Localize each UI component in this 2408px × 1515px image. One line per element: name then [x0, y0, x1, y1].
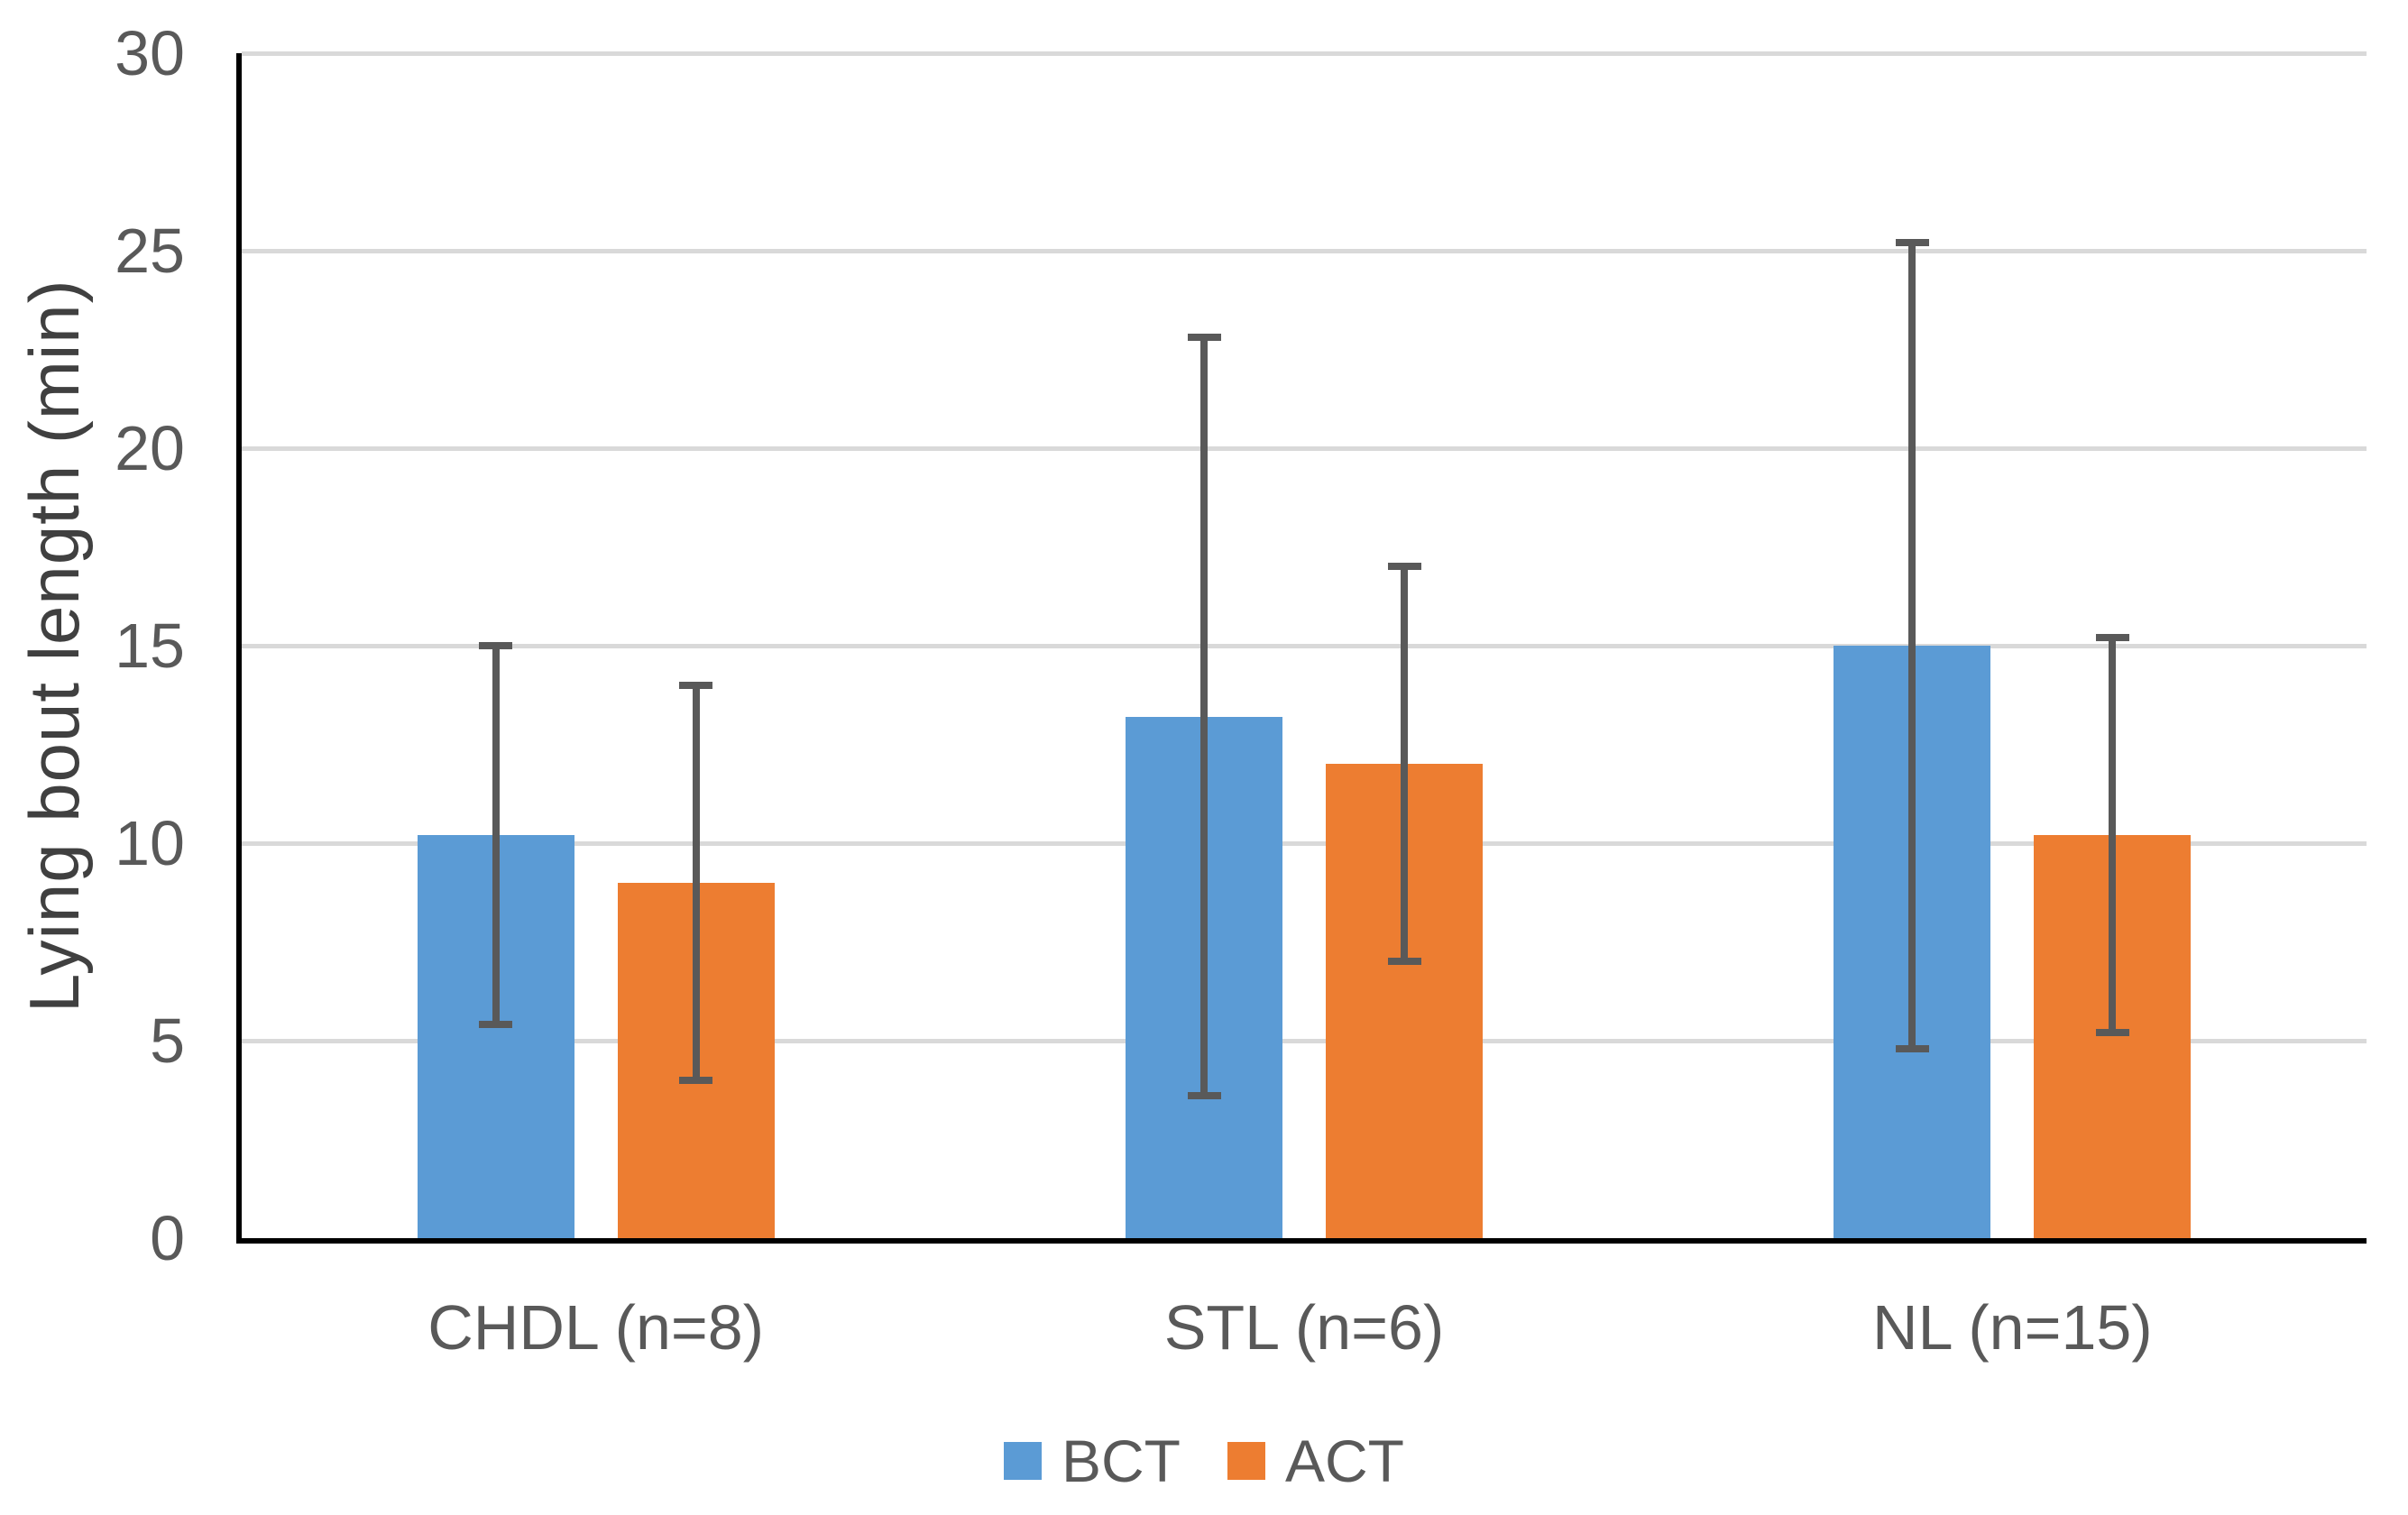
y-axis-line	[236, 53, 242, 1244]
error-bar-line	[2109, 638, 2117, 1033]
error-bar-cap	[1187, 1092, 1221, 1100]
error-bar-line	[492, 646, 500, 1025]
legend-item-act: ACT	[1227, 1429, 1404, 1492]
y-tick-label: 30	[115, 18, 185, 88]
gridline	[242, 50, 2367, 56]
error-bar-cap	[479, 642, 513, 649]
legend-swatch-act	[1227, 1442, 1265, 1480]
x-category-label: NL (n=15)	[1872, 1292, 2153, 1363]
legend-swatch-bct	[1004, 1442, 1042, 1480]
error-bar-cap	[679, 1076, 713, 1084]
gridline	[242, 1038, 2367, 1043]
error-bar-cap	[1387, 563, 1421, 571]
legend-item-bct: BCT	[1004, 1429, 1181, 1492]
gridline	[242, 643, 2367, 648]
error-bar-cap	[479, 1021, 513, 1029]
legend-label-bct: BCT	[1062, 1428, 1181, 1494]
legend: BCT ACT	[0, 1429, 2408, 1492]
error-bar-cap	[1895, 1044, 1929, 1052]
legend-label-act: ACT	[1285, 1428, 1404, 1494]
x-category-label: CHDL (n=8)	[427, 1292, 765, 1363]
y-tick-label: 10	[115, 808, 185, 878]
y-tick-label: 15	[115, 611, 185, 681]
error-bar-line	[1908, 243, 1916, 1049]
error-bar-cap	[1187, 334, 1221, 342]
y-tick-label: 25	[115, 216, 185, 286]
error-bar-cap	[2095, 634, 2129, 642]
error-bar-line	[1200, 337, 1208, 1097]
gridline	[242, 248, 2367, 253]
x-category-label: STL (n=6)	[1163, 1292, 1445, 1363]
gridline	[242, 840, 2367, 846]
gridline	[242, 445, 2367, 451]
y-tick-label: 20	[115, 413, 185, 483]
plot-area	[236, 50, 2367, 1244]
y-tick-label: 5	[150, 1005, 185, 1076]
error-bar-cap	[1387, 958, 1421, 966]
error-bar-cap	[1895, 239, 1929, 247]
x-axis-line	[236, 1238, 2367, 1244]
y-tick-label: 0	[150, 1203, 185, 1273]
error-bar-cap	[679, 681, 713, 689]
error-bar-line	[1401, 566, 1408, 962]
error-bar-line	[692, 684, 700, 1080]
error-bar-cap	[2095, 1029, 2129, 1037]
